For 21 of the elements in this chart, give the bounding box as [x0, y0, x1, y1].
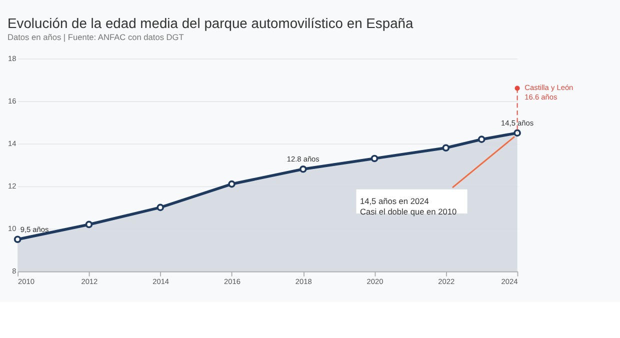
y-tick-label: 14	[8, 138, 16, 148]
x-tick-label: 2010	[18, 276, 34, 286]
x-tick-label: 2024	[501, 276, 518, 286]
y-tick-label: 10	[8, 224, 16, 234]
x-tick-label: 2020	[366, 276, 384, 286]
x-tick-label: 2014	[152, 276, 170, 286]
data-label: Castilla y León 16.6 años	[524, 83, 574, 102]
data-label: 14,5 años	[501, 118, 534, 128]
annotation: 14,5 años en 2024 Casi el doble que en 2010	[360, 196, 457, 216]
data-label: 9,5 años	[20, 224, 50, 234]
data-label: 12.8 años	[286, 154, 320, 164]
y-tick-label: 16	[8, 96, 16, 106]
chart-subtitle: Datos en años | Fuente: ANFAC con datos DGT	[7, 32, 184, 42]
x-tick-label: 2022	[438, 276, 455, 286]
y-tick-label: 8	[12, 266, 16, 276]
x-tick-label: 2016	[224, 276, 240, 286]
y-tick-label: 18	[8, 54, 16, 63]
y-tick-label: 12	[8, 181, 16, 190]
chart-title: Evolución de la edad media del parque automovilístico en España	[7, 14, 414, 31]
x-tick-label: 2018	[295, 276, 312, 286]
x-tick-label: 2012	[81, 276, 98, 286]
